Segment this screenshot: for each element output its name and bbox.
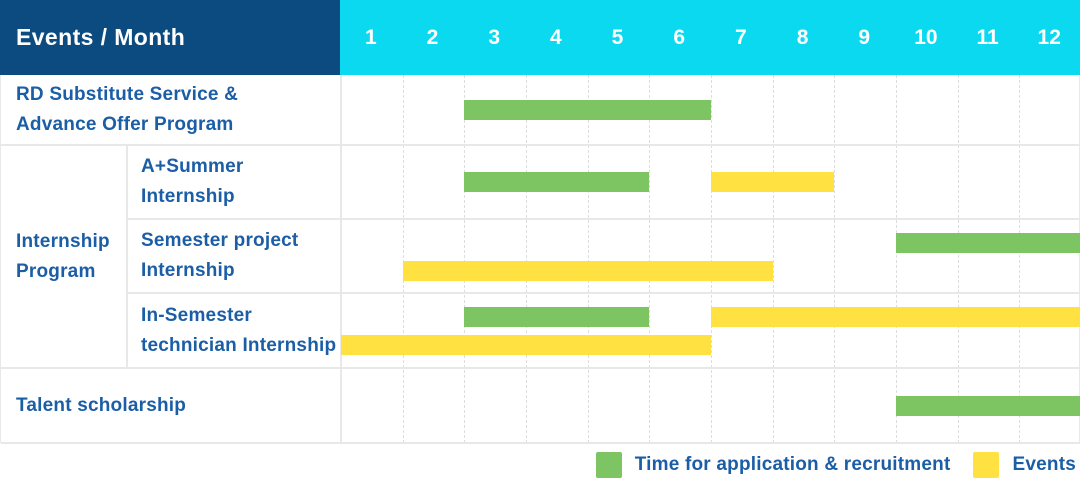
legend-label-application: Time for application & recruitment	[634, 454, 951, 475]
gantt-bar-in-semester-technician-internship-event	[341, 335, 711, 355]
month-header-4: 4	[550, 25, 562, 49]
row-separator	[126, 292, 1080, 294]
month-gridline	[526, 75, 527, 443]
gantt-bar-in-semester-technician-internship-application	[464, 307, 650, 327]
month-gridline	[587, 75, 589, 443]
row-label-talent-scholarship: Talent scholarship	[16, 394, 187, 416]
month-header-8: 8	[796, 25, 809, 49]
month-header-7: 7	[735, 25, 747, 49]
legend-swatch-event-icon	[973, 452, 1000, 478]
row-separator	[1, 442, 1080, 444]
group-cell-internship-program: Internship Program	[1, 145, 126, 368]
legend-swatch-application-icon	[595, 452, 622, 478]
group-sublabel-divider	[126, 145, 128, 368]
row-label-cell-talent-scholarship: Talent scholarship	[1, 368, 341, 443]
month-gridline	[402, 75, 404, 443]
row-label-in-semester-technician-internship: In-Semester technician Internship	[141, 304, 337, 356]
month-header-1: 1	[364, 25, 377, 49]
month-header-11: 11	[976, 25, 999, 49]
month-gridline	[1019, 75, 1021, 443]
gantt-bar-a-plus-summer-internship-application	[464, 172, 650, 192]
legend-label-event: Events	[1012, 454, 1076, 475]
label-timeline-divider	[340, 75, 342, 443]
gantt-bar-semester-project-internship-event	[402, 261, 773, 281]
gantt-bar-talent-scholarship-application	[896, 395, 1080, 416]
month-gridline	[649, 75, 651, 443]
row-label-cell-semester-project-internship: Semester project Internship	[126, 219, 341, 293]
month-gridline	[957, 75, 959, 443]
gantt-bar-in-semester-technician-internship-event	[711, 307, 1080, 327]
gantt-bar-semester-project-internship-application	[896, 233, 1080, 253]
row-label-rd-substitute-service: RD Substitute Service & Advance Offer Pr…	[16, 84, 239, 135]
row-label-a-plus-summer-internship: A+Summer Internship	[141, 156, 244, 207]
group-label-internship-program: Internship Program	[16, 230, 110, 282]
row-separator	[126, 218, 1080, 220]
month-header-10: 10	[914, 25, 938, 49]
month-header-12: 12	[1037, 25, 1061, 49]
row-label-cell-rd-substitute-service: RD Substitute Service & Advance Offer Pr…	[1, 75, 341, 145]
month-header-9: 9	[858, 25, 871, 49]
month-header-row: 1 2 3 4 5 6 7 8 9 10 11 12	[340, 0, 1080, 75]
month-gridline	[772, 75, 774, 443]
month-gridline	[464, 75, 466, 443]
gantt-bar-rd-substitute-service-application	[464, 100, 711, 120]
row-label-semester-project-internship: Semester project Internship	[141, 230, 299, 281]
legend-item-event: Events	[973, 452, 1076, 478]
legend-item-application: Time for application & recruitment	[595, 452, 951, 478]
month-header-2: 2	[426, 25, 439, 49]
row-separator	[1, 144, 1080, 146]
row-separator	[1, 367, 1080, 369]
month-gridline	[896, 75, 897, 443]
gantt-bar-a-plus-summer-internship-event	[711, 172, 835, 192]
legend: Time for application & recruitment Events	[595, 452, 1076, 478]
month-gridline	[834, 75, 836, 443]
table-header-row: Events / Month 1 2 3 4 5 6 7 8 9 10 11 12	[0, 0, 1080, 75]
month-header-5: 5	[611, 25, 624, 49]
row-label-cell-in-semester-technician-internship: In-Semester technician Internship	[126, 293, 341, 368]
month-header-3: 3	[488, 25, 501, 49]
row-label-cell-a-plus-summer-internship: A+Summer Internship	[126, 145, 341, 219]
corner-header-cell: Events / Month	[0, 0, 340, 75]
month-header-6: 6	[673, 25, 686, 49]
gantt-body: Internship Program RD Substitute Service …	[0, 75, 1080, 444]
month-gridline	[711, 75, 712, 443]
